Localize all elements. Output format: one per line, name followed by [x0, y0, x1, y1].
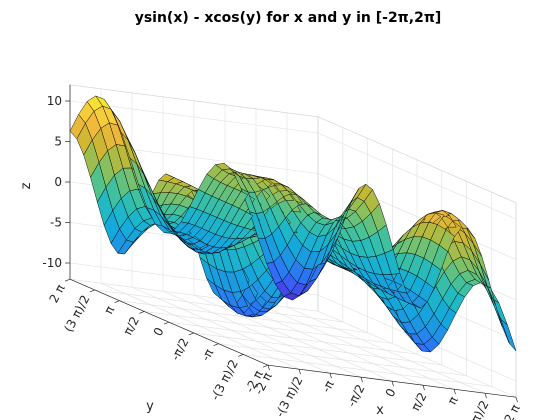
axes-lines: [64, 84, 518, 403]
x-tick-label: 0: [383, 386, 399, 399]
y-tick-label: -π/2: [168, 336, 191, 363]
z-axis-label: z: [19, 182, 34, 189]
y-tick-label: -(3 π)/2: [208, 357, 241, 402]
x-tick-mark: [298, 369, 301, 375]
y-gridline: [94, 127, 344, 323]
z-tick-label: 10: [47, 94, 62, 108]
x-tick-mark: [329, 373, 332, 379]
x-tick-mark: [267, 365, 270, 371]
x-tick-mark: [422, 385, 425, 391]
y-tick-mark: [188, 332, 194, 336]
x-tick-label: π: [445, 394, 461, 407]
surface-patch: [69, 114, 86, 140]
y-axis-label: y: [146, 399, 154, 414]
chart-title: ysin(x) - xcos(y) for x and y in [-2π,2π…: [135, 10, 442, 26]
y-tick-label: 2 π: [47, 282, 68, 305]
y-tick-mark: [64, 278, 71, 282]
surface-patch: [479, 263, 496, 305]
y-tick-mark: [114, 300, 120, 304]
y-tick-mark: [262, 364, 269, 368]
x-tick-mark: [360, 377, 363, 383]
x-tick-mark: [515, 397, 518, 403]
x-tick-label: -π/2: [344, 382, 367, 409]
z-tick-label: 5: [54, 135, 62, 149]
y-tick-mark: [238, 354, 244, 357]
x-tick-label: 2 π: [502, 402, 523, 420]
x-tick-label: π/2: [408, 390, 429, 413]
x-axis-label: x: [376, 403, 384, 418]
y-tick-mark: [139, 311, 145, 314]
y-tick-label: π/2: [121, 314, 142, 337]
surface-mesh: [69, 95, 517, 353]
x-tick-mark: [453, 389, 456, 395]
z-tick-label: -5: [50, 216, 62, 230]
y-tick-mark: [163, 321, 170, 325]
y-gridline: [144, 149, 393, 344]
y-tick-label: (3 π)/2: [61, 293, 92, 335]
y-tick-label: -π: [198, 347, 216, 364]
z-tick-label: 0: [54, 175, 62, 189]
x-tick-label: -π: [319, 378, 337, 395]
x-tick-label: -(3 π)/2: [273, 374, 306, 419]
y-tick-label: 0: [151, 325, 167, 338]
x-tick-mark: [484, 393, 487, 399]
y-tick-mark: [89, 289, 95, 293]
y-tick-label: π: [101, 304, 117, 317]
z-tick-label: -10: [42, 256, 62, 270]
y-tick-mark: [213, 343, 219, 347]
y-gridline: [243, 192, 492, 387]
x-tick-mark: [391, 381, 394, 387]
x-tick-label: (3 π)/2: [461, 398, 492, 420]
